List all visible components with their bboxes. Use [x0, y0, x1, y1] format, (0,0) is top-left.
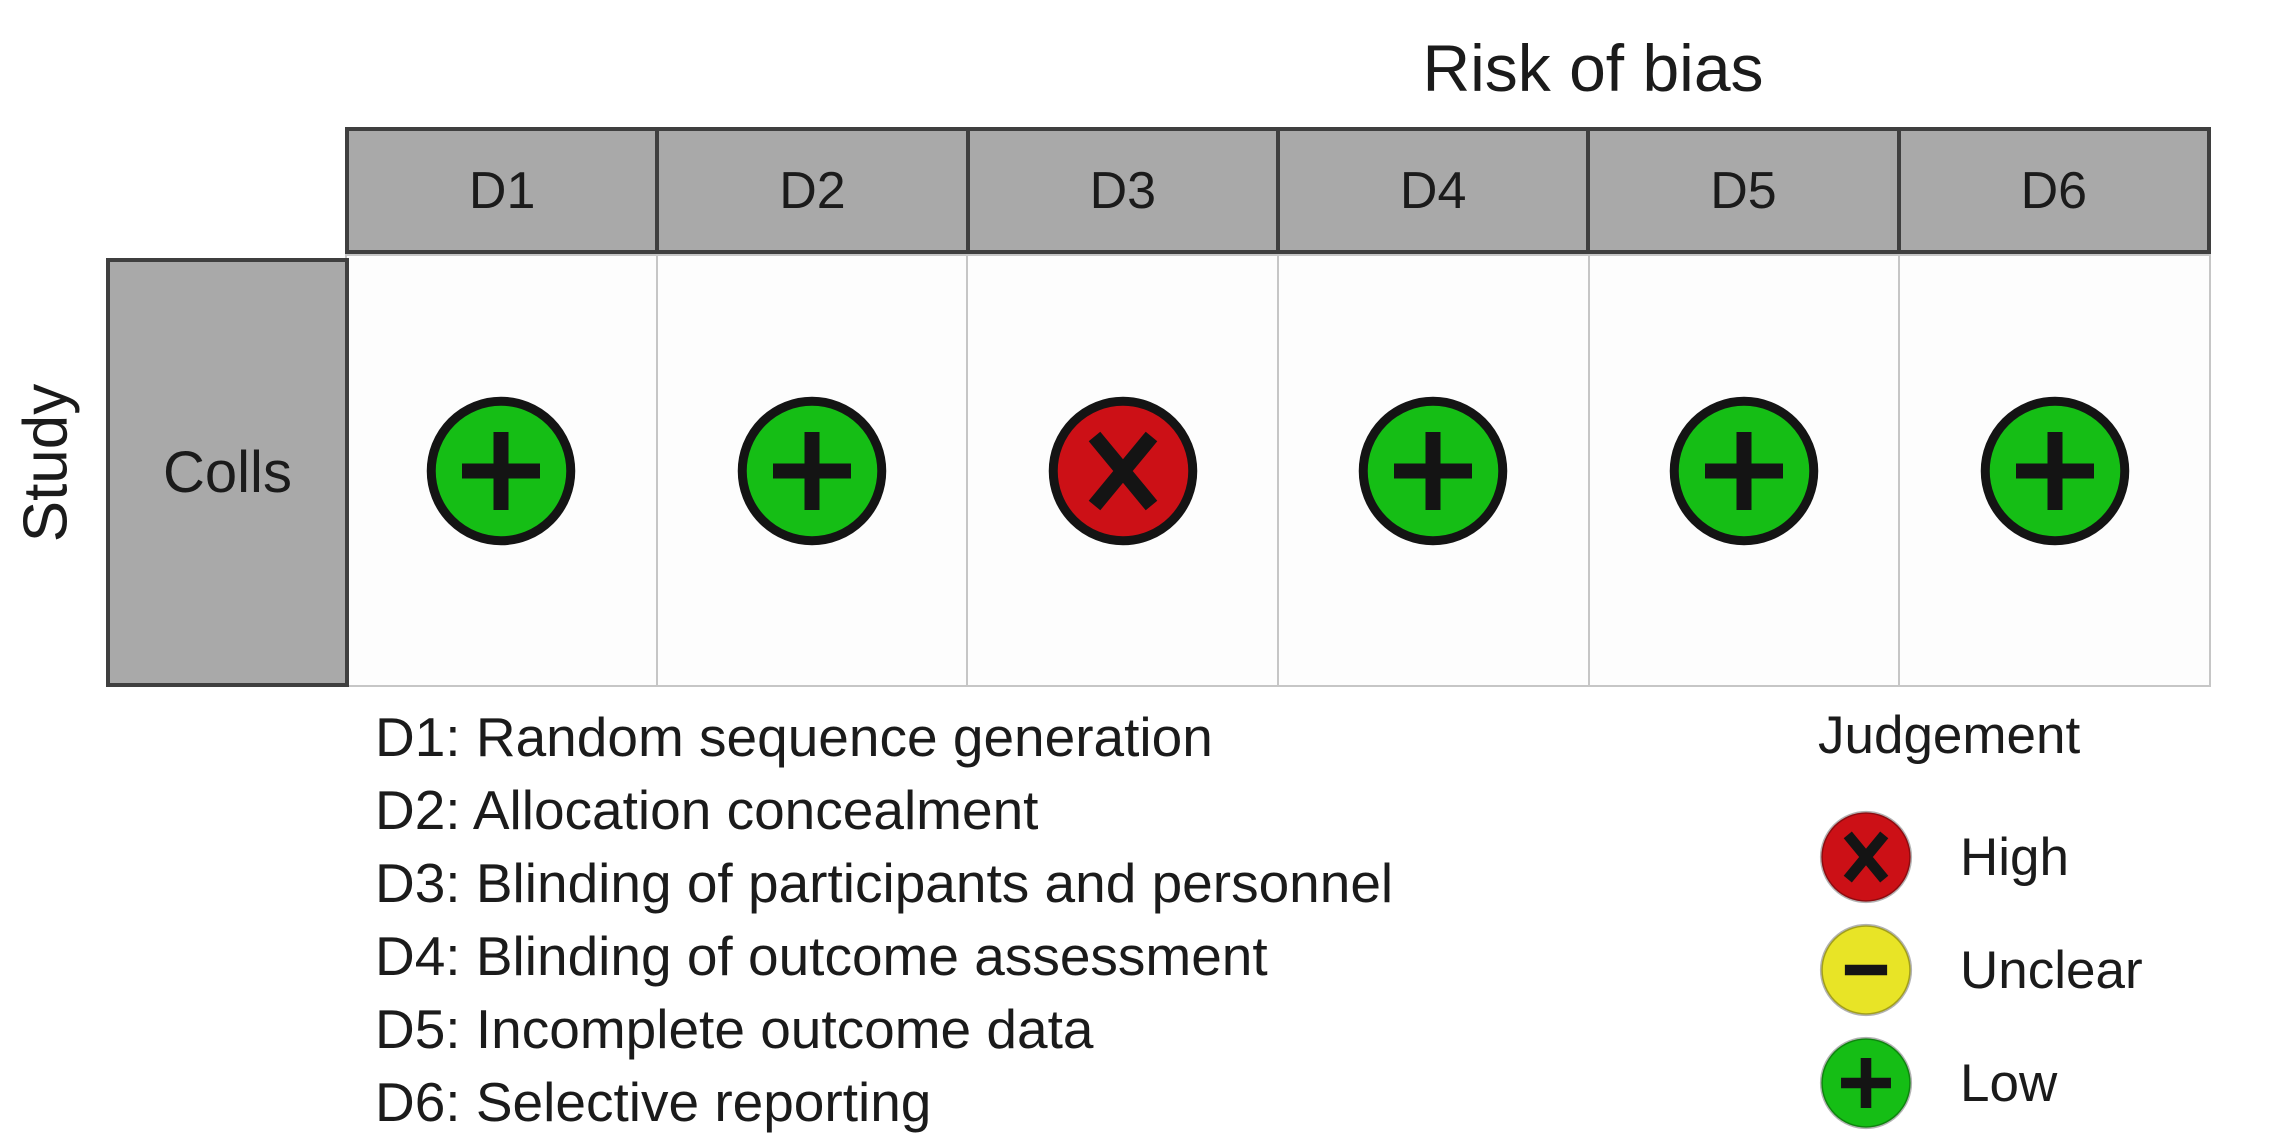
judgement-circle-high	[1048, 396, 1198, 546]
judgement-legend-rows: High Unclear Low	[1818, 809, 2143, 1131]
figure-title: Risk of bias	[1422, 31, 1764, 105]
table-row	[345, 254, 2212, 687]
header-cell-d3: D3	[965, 127, 1280, 254]
legend-circle-low	[1818, 1035, 1914, 1131]
legend-item-high: High	[1818, 809, 2143, 905]
legend-item-low: Low	[1818, 1035, 2143, 1131]
cell-d3	[966, 254, 1280, 687]
legend-label: Unclear	[1960, 940, 2143, 1000]
header-cell-d2: D2	[655, 127, 970, 254]
legend-circle-unclear	[1818, 922, 1914, 1018]
judgement-circle-low	[426, 396, 576, 546]
cell-d5	[1587, 254, 1901, 687]
study-name-cell: Colls	[106, 258, 349, 687]
judgement-circle-low	[737, 396, 887, 546]
legend-item-unclear: Unclear	[1818, 922, 2143, 1018]
judgement-circle-low	[1669, 396, 1819, 546]
cell-d6	[1898, 254, 2212, 687]
domain-legend-line: D2: Allocation concealment	[375, 779, 1039, 841]
judgement-circle-low	[1980, 396, 2130, 546]
header-cell-d5: D5	[1586, 127, 1901, 254]
domain-legend-line: D4: Blinding of outcome assessment	[375, 925, 1268, 987]
domain-header-row: D1 D2 D3 D4 D5 D6	[345, 127, 2211, 254]
domain-legend: D1: Random sequence generation D2: Alloc…	[375, 701, 1393, 1139]
cell-d2	[655, 254, 969, 687]
cell-d1	[345, 254, 658, 687]
domain-legend-line: D3: Blinding of participants and personn…	[375, 852, 1394, 914]
legend-label: High	[1960, 827, 2070, 887]
legend-circle-high	[1818, 809, 1914, 905]
judgement-legend-title: Judgement	[1818, 706, 2081, 765]
header-cell-d4: D4	[1275, 127, 1591, 254]
judgement-legend: Judgement High Unclear Low	[1818, 700, 2143, 1145]
domain-legend-line: D5: Incomplete outcome data	[375, 998, 1094, 1060]
cell-d4	[1277, 254, 1590, 687]
header-cell-d6: D6	[1896, 127, 2211, 254]
header-cell-d1: D1	[345, 127, 660, 254]
judgement-circle-low	[1358, 396, 1508, 546]
domain-legend-line: D1: Random sequence generation	[375, 706, 1213, 768]
domain-legend-line: D6: Selective reporting	[375, 1071, 932, 1133]
study-axis-label: Study	[11, 383, 81, 543]
legend-label: Low	[1960, 1053, 2058, 1113]
